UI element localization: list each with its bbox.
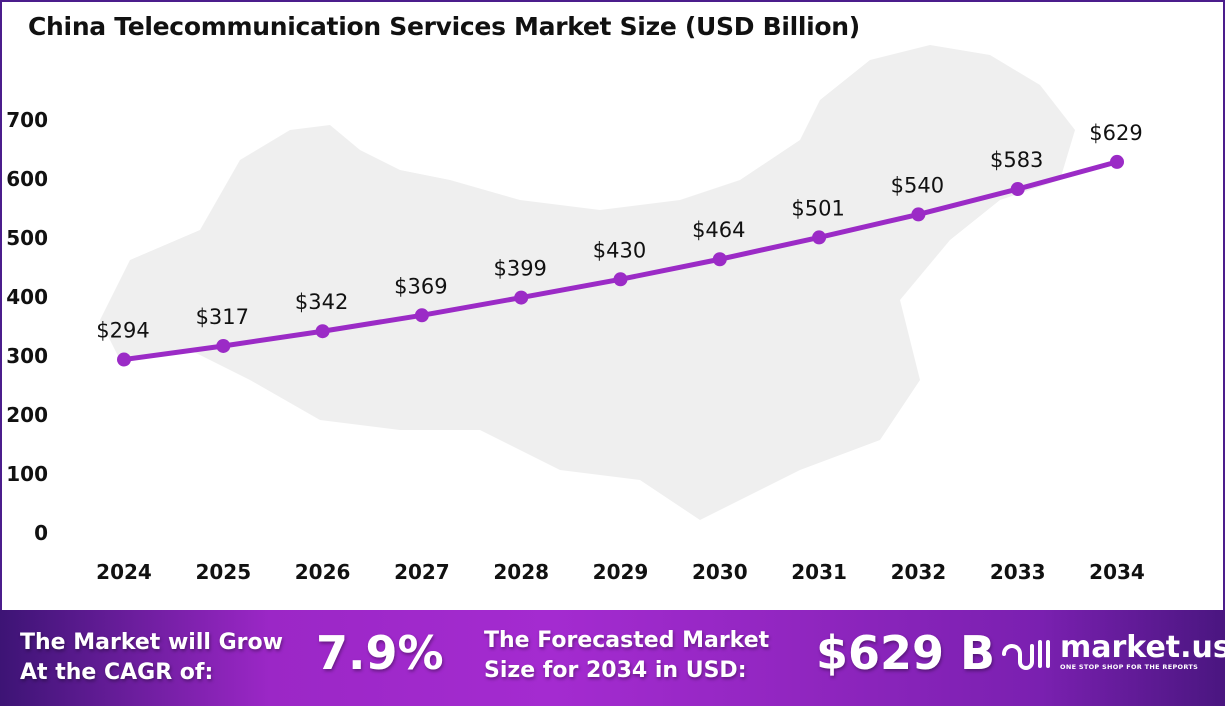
data-point (812, 230, 827, 245)
data-point (712, 252, 727, 267)
data-point (911, 207, 926, 222)
data-label: $430 (593, 238, 646, 262)
china-map-background (100, 45, 1075, 520)
x-tick-label: 2025 (195, 560, 251, 584)
data-point (514, 290, 529, 305)
cagr-label-line2: At the CAGR of: (20, 660, 214, 685)
y-tick-label: 700 (6, 108, 48, 132)
forecast-value: $629 B (816, 626, 996, 680)
data-point (117, 352, 131, 367)
logo-name: market.us (1060, 630, 1225, 665)
data-point (613, 272, 628, 287)
x-tick-label: 2031 (791, 560, 847, 584)
line-chart: 0 100 200 300 400 500 600 700 2024 2025 2026 2027 2… (6, 45, 1145, 584)
x-tick-label: 2033 (990, 560, 1046, 584)
data-label: $583 (990, 148, 1043, 172)
y-tick-label: 500 (6, 226, 48, 250)
y-tick-label: 600 (6, 167, 48, 191)
x-tick-label: 2024 (96, 560, 152, 584)
data-point (315, 324, 330, 339)
x-tick-label: 2026 (295, 560, 351, 584)
data-point (216, 338, 231, 353)
x-tick-label: 2028 (493, 560, 549, 584)
y-tick-label: 400 (6, 285, 48, 309)
data-label: $464 (692, 218, 745, 242)
cagr-label: The Market will Grow At the CAGR of: (20, 628, 283, 688)
market-us-logo: market.us ONE STOP SHOP FOR THE REPORTS (1000, 632, 1225, 672)
data-label: $369 (394, 274, 447, 298)
data-point (414, 308, 429, 323)
cagr-value: 7.9% (316, 626, 444, 680)
x-tick-label: 2034 (1089, 560, 1145, 584)
forecast-label: The Forecasted Market Size for 2034 in U… (484, 626, 769, 686)
data-point (1110, 154, 1124, 169)
data-point (1010, 182, 1025, 197)
cagr-label-line1: The Market will Grow (20, 630, 283, 655)
footer-banner: The Market will Grow At the CAGR of: 7.9… (0, 610, 1225, 706)
logo-tagline: ONE STOP SHOP FOR THE REPORTS (1060, 663, 1199, 671)
x-tick-label: 2027 (394, 560, 450, 584)
data-label: $540 (891, 173, 944, 197)
y-tick-label: 200 (6, 403, 48, 427)
data-label: $501 (791, 196, 844, 220)
data-label: $629 (1089, 121, 1142, 145)
x-tick-label: 2029 (593, 560, 649, 584)
y-tick-label: 300 (6, 344, 48, 368)
forecast-label-line2: Size for 2034 in USD: (484, 658, 747, 683)
data-label: $342 (295, 290, 348, 314)
x-tick-label: 2030 (692, 560, 748, 584)
data-label: $317 (196, 305, 249, 329)
data-label: $294 (96, 319, 149, 343)
data-label: $399 (493, 257, 546, 281)
market-us-logo-icon (1002, 640, 1050, 670)
chart-title: China Telecommunication Services Market … (28, 12, 860, 41)
x-tick-label: 2032 (891, 560, 947, 584)
y-tick-label: 100 (6, 462, 48, 486)
y-tick-label: 0 (34, 521, 48, 545)
forecast-label-line1: The Forecasted Market (484, 628, 770, 653)
